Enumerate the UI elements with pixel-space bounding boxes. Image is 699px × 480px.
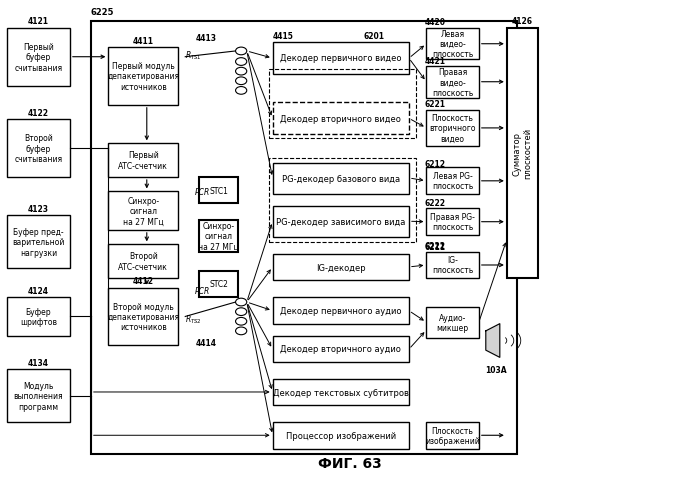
FancyBboxPatch shape [273,206,409,238]
Circle shape [236,308,247,316]
FancyBboxPatch shape [273,254,409,281]
Text: Процессор изображений: Процессор изображений [286,431,396,440]
Text: 4121: 4121 [28,17,49,26]
Text: Модуль
выполнения
программ: Модуль выполнения программ [14,381,63,411]
Circle shape [236,78,247,85]
FancyBboxPatch shape [426,422,479,449]
FancyBboxPatch shape [108,144,178,178]
FancyBboxPatch shape [507,29,538,278]
FancyBboxPatch shape [426,168,479,194]
Circle shape [236,68,247,76]
Text: 6201: 6201 [363,32,384,41]
FancyBboxPatch shape [199,221,238,252]
Text: Декодер вторичного аудио: Декодер вторичного аудио [280,345,401,354]
FancyBboxPatch shape [108,288,178,346]
Text: Декодер первичного видео: Декодер первичного видео [280,54,401,63]
Text: 6212: 6212 [425,159,446,168]
Text: Аудио-
микшер: Аудио- микшер [437,313,468,333]
FancyBboxPatch shape [7,216,70,269]
Text: Правая
видео-
плоскость: Правая видео- плоскость [432,68,473,97]
Text: 4411: 4411 [133,36,154,46]
FancyBboxPatch shape [91,22,517,454]
Text: Первый
АТС-счетчик: Первый АТС-счетчик [118,151,168,170]
Text: STC1: STC1 [209,186,228,195]
FancyBboxPatch shape [108,48,178,106]
Text: Сумматор
плоскостей: Сумматор плоскостей [513,128,532,179]
FancyBboxPatch shape [273,163,409,194]
Text: Правая PG-
плоскость: Правая PG- плоскость [430,212,475,232]
FancyBboxPatch shape [426,252,479,278]
Text: $R_{TS1}$: $R_{TS1}$ [185,49,202,61]
Text: PCR: PCR [194,286,210,295]
Circle shape [236,87,247,95]
FancyBboxPatch shape [426,29,479,60]
FancyBboxPatch shape [273,422,409,449]
Text: 6222: 6222 [425,198,446,207]
Text: ФИГ. 63: ФИГ. 63 [317,456,382,470]
Text: PCR: PCR [194,188,210,196]
Text: 6211: 6211 [425,242,446,252]
Text: Синхро-
сигнал
на 27 МГц: Синхро- сигнал на 27 МГц [123,196,164,226]
Text: 6221: 6221 [425,99,446,108]
Text: Первый
буфер
считывания: Первый буфер считывания [15,43,62,72]
Text: 4124: 4124 [28,286,49,295]
FancyBboxPatch shape [273,298,409,324]
Text: 4413: 4413 [196,34,217,43]
Circle shape [236,318,247,325]
FancyBboxPatch shape [273,103,409,134]
Text: Буфер пред-
варительной
нагрузки: Буфер пред- варительной нагрузки [13,228,64,257]
FancyBboxPatch shape [273,336,409,362]
Text: Декодер первичного аудио: Декодер первичного аудио [280,306,401,315]
Text: 4412: 4412 [133,276,154,286]
Text: 4414: 4414 [196,338,217,348]
Text: 103A: 103A [486,365,507,374]
Circle shape [236,48,247,56]
FancyBboxPatch shape [7,29,70,86]
Text: PG-декодер базового вида: PG-декодер базового вида [282,174,400,183]
Text: 4421: 4421 [425,57,446,66]
FancyBboxPatch shape [199,178,238,204]
Circle shape [236,299,247,306]
FancyBboxPatch shape [199,271,238,298]
FancyBboxPatch shape [426,110,479,146]
Text: 4122: 4122 [28,108,49,118]
Text: Плоскость
изображений: Плоскость изображений [425,426,480,445]
FancyBboxPatch shape [426,209,479,235]
FancyBboxPatch shape [108,245,178,278]
Text: Второй
буфер
считывания: Второй буфер считывания [15,134,62,164]
Text: IG-декодер: IG-декодер [316,263,366,272]
Text: 4126: 4126 [512,17,533,26]
Circle shape [236,59,247,66]
Text: STC2: STC2 [209,280,228,289]
FancyBboxPatch shape [7,298,70,336]
Text: 4134: 4134 [28,358,49,367]
Text: Декодер вторичного видео: Декодер вторичного видео [280,114,401,123]
Text: Левая
видео-
плоскость: Левая видео- плоскость [432,30,473,59]
Text: 4420: 4420 [425,18,446,27]
Text: IG-
плоскость: IG- плоскость [432,255,473,275]
Text: Второй модуль
депакетирования
источников: Второй модуль депакетирования источников [107,302,180,332]
Text: 4123: 4123 [28,204,49,214]
FancyBboxPatch shape [273,379,409,406]
Text: Первый модуль
депакетирования
источников: Первый модуль депакетирования источников [107,62,180,92]
Text: PG-декодер зависимого вида: PG-декодер зависимого вида [276,217,405,227]
Text: Декодер текстовых субтитров: Декодер текстовых субтитров [273,388,409,397]
Polygon shape [486,324,500,358]
Text: 4415: 4415 [273,32,294,41]
FancyBboxPatch shape [273,43,409,74]
Text: 6225: 6225 [91,8,115,17]
FancyBboxPatch shape [108,192,178,230]
Text: 6222: 6222 [425,241,446,251]
FancyBboxPatch shape [7,370,70,422]
Circle shape [236,327,247,335]
Text: Плоскость
вторичного
видео: Плоскость вторичного видео [429,114,476,143]
Text: Второй
АТС-счетчик: Второй АТС-счетчик [118,252,168,271]
FancyBboxPatch shape [7,120,70,178]
Text: Буфер
шрифтов: Буфер шрифтов [20,307,57,326]
Text: Левая PG-
плоскость: Левая PG- плоскость [432,171,473,191]
Text: $R_{TS2}$: $R_{TS2}$ [185,313,202,325]
FancyBboxPatch shape [426,67,479,98]
Text: Синхро-
сигнал
на 27 МГц: Синхро- сигнал на 27 МГц [198,222,239,251]
FancyBboxPatch shape [426,307,479,338]
